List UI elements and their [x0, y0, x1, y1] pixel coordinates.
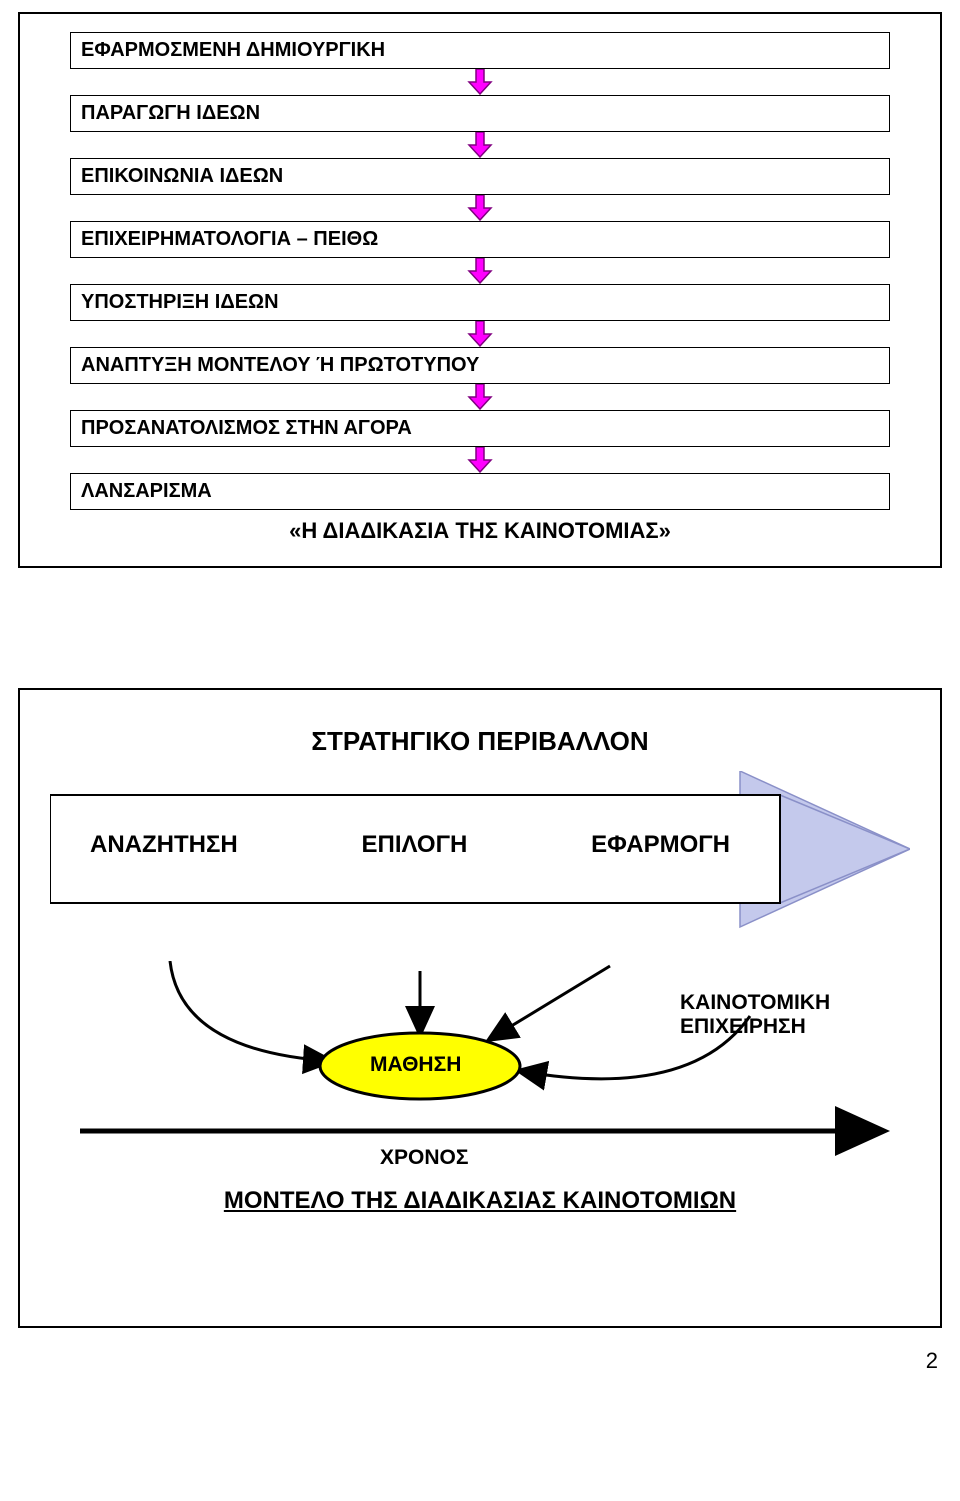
learning-ellipse-label: ΜΑΘΗΣΗ: [370, 1053, 461, 1077]
arrow-stage-label: ΑΝΑΖΗΤΗΣΗ: [90, 831, 238, 859]
step-box: ΕΦΑΡΜΟΣΜΕΝΗ ΔΗΜΙΟΥΡΓΙΚΗ: [70, 32, 890, 69]
strategic-heading: ΣΤΡΑΤΗΓΙΚΟ ΠΕΡΙΒΑΛΛΟΝ: [50, 726, 910, 757]
arrow-stage-label: ΕΠΙΛΟΓΗ: [362, 831, 468, 859]
page-number: 2: [0, 1340, 960, 1384]
step-box: ΕΠΙΧΕΙΡΗΜΑΤΟΛΟΓΙΑ – ΠΕΙΘΩ: [70, 221, 890, 258]
step-box: ΑΝΑΠΤΥΞΗ ΜΟΝΤΕΛΟΥ Ή ΠΡΩΤΟΤΥΠΟΥ: [70, 347, 890, 384]
arrow-stage-label: ΕΦΑΡΜΟΓΗ: [591, 831, 730, 859]
down-arrow-icon: [70, 258, 890, 284]
step-box: ΛΑΝΣΑΡΙΣΜΑ: [70, 473, 890, 510]
step-box: ΠΡΟΣΑΝΑΤΟΛΙΣΜΟΣ ΣΤΗΝ ΑΓΟΡΑ: [70, 410, 890, 447]
flowchart-caption: «Η ΔΙΑΔΙΚΑΣΙΑ ΤΗΣ ΚΑΙΝΟΤΟΜΙΑΣ»: [70, 518, 890, 544]
innovation-model-panel: ΣΤΡΑΤΗΓΙΚΟ ΠΕΡΙΒΑΛΛΟΝ ΑΝΑΖΗΤΗΣΗ ΕΠΙΛΟΓΗ …: [18, 688, 942, 1328]
big-arrow-icon: [50, 771, 910, 951]
down-arrow-icon: [70, 195, 890, 221]
down-arrow-icon: [70, 69, 890, 95]
step-box: ΕΠΙΚΟΙΝΩΝΙΑ ΙΔΕΩΝ: [70, 158, 890, 195]
down-arrow-icon: [70, 384, 890, 410]
step-box: ΥΠΟΣΤΗΡΙΞΗ ΙΔΕΩΝ: [70, 284, 890, 321]
down-arrow-icon: [70, 132, 890, 158]
down-arrow-icon: [70, 447, 890, 473]
innovative-enterprise-label: ΚΑΙΝΟΤΟΜΙΚΗ ΕΠΙΧΕΙΡΗΣΗ: [680, 991, 830, 1039]
process-arrow: ΑΝΑΖΗΤΗΣΗ ΕΠΙΛΟΓΗ ΕΦΑΡΜΟΓΗ: [50, 771, 910, 951]
time-axis-label: ΧΡΟΝΟΣ: [380, 1146, 468, 1170]
innovation-process-panel: ΕΦΑΡΜΟΣΜΕΝΗ ΔΗΜΙΟΥΡΓΙΚΗ ΠΑΡΑΓΩΓΗ ΙΔΕΩΝ Ε…: [18, 12, 942, 568]
model-caption: ΜΟΝΤΕΛΟ ΤΗΣ ΔΙΑΔΙΚΑΣΙΑΣ ΚΑΙΝΟΤΟΜΙΩΝ: [50, 1187, 910, 1215]
down-arrow-icon: [70, 321, 890, 347]
step-box: ΠΑΡΑΓΩΓΗ ΙΔΕΩΝ: [70, 95, 890, 132]
